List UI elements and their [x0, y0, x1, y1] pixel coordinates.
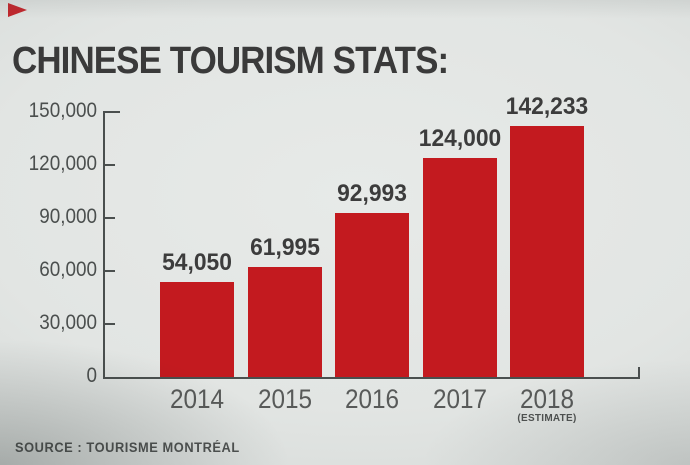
bar: [335, 212, 409, 377]
y-tick-mark: [105, 323, 115, 325]
x-axis-line: [103, 377, 640, 379]
y-tick-mark: [105, 217, 115, 219]
y-tick-label: 120,000: [28, 152, 97, 175]
y-tick-label: 0: [86, 364, 97, 387]
estimate-note: (ESTIMATE): [517, 412, 577, 424]
bar-value-label: 142,233: [505, 92, 589, 120]
y-tick-label: 150,000: [28, 99, 97, 122]
x-axis-end-tick: [638, 367, 640, 379]
bar: [160, 281, 234, 377]
page-title: CHINESE TOURISM STATS:: [12, 40, 449, 82]
bar-value-label: 54,050: [162, 248, 232, 276]
bar: [422, 157, 497, 377]
y-tick-mark: [103, 111, 120, 113]
source-credit: SOURCE : TOURISME MONTRÉAL: [15, 440, 240, 455]
y-tick-mark: [105, 164, 115, 166]
y-axis-line: [103, 112, 105, 379]
x-category-label: 2017: [432, 384, 487, 414]
x-category-label: 2014: [169, 384, 225, 414]
y-tick-label: 30,000: [39, 311, 97, 334]
bar-value-label: 61,995: [249, 234, 320, 262]
y-tick-label: 90,000: [39, 205, 97, 228]
x-category-label: 2018: [519, 384, 575, 414]
red-triangle-icon: [8, 3, 27, 17]
bar: [247, 267, 322, 377]
bar-value-label: 92,993: [337, 179, 407, 207]
y-tick-mark: [105, 270, 115, 272]
bar-value-label: 124,000: [418, 124, 501, 152]
y-tick-label: 60,000: [39, 258, 97, 281]
x-category-label: 2015: [257, 384, 312, 414]
bar: [510, 125, 584, 377]
x-category-label: 2016: [344, 384, 400, 414]
